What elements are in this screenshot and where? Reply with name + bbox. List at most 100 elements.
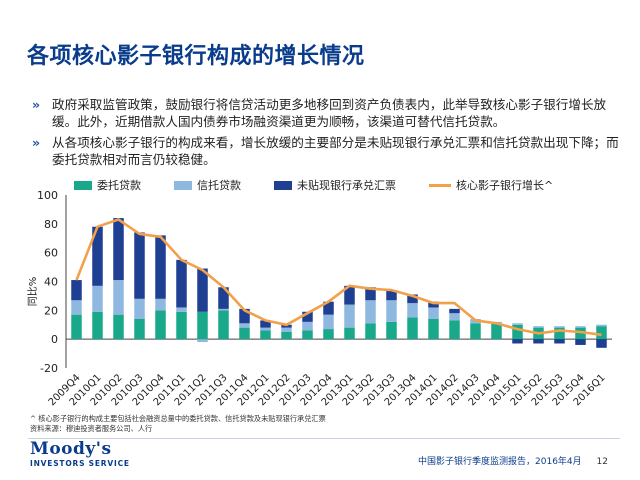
bar-segment-trust xyxy=(260,327,271,331)
footer: 中国影子银行季度监测报告，2016年4月 12 xyxy=(418,454,608,467)
bar-segment-trust xyxy=(449,313,460,321)
legend-swatch xyxy=(174,180,192,190)
bar-segment-bankers xyxy=(533,339,544,344)
bar-segment-trust xyxy=(428,307,439,319)
bar-segment-entrusted xyxy=(323,329,334,340)
y-tick-label: 20 xyxy=(44,304,58,317)
bar-segment-entrusted xyxy=(512,324,523,340)
bar-segment-bankers xyxy=(554,339,565,344)
bar-segment-entrusted xyxy=(218,310,229,340)
bar-segment-entrusted xyxy=(71,314,82,340)
bullet-text: 从各项核心影子银行的构成来看，增长放缓的主要部分是未贴现银行承兑汇票和信托贷款出… xyxy=(52,135,619,167)
bar-segment-bankers xyxy=(596,339,607,348)
y-tick-label: -20 xyxy=(40,362,58,375)
bar-segment-entrusted xyxy=(92,311,103,340)
bar-segment-trust xyxy=(113,280,124,315)
legend-label: 未贴现银行承兑汇票 xyxy=(297,179,396,192)
bar-segment-trust xyxy=(134,298,145,319)
bar-segment-bankers xyxy=(323,301,334,315)
bar-segment-bankers xyxy=(239,308,250,324)
footer-divider xyxy=(28,438,620,439)
bar-segment-trust xyxy=(323,314,334,330)
bar-segment-entrusted xyxy=(260,330,271,340)
bar-segment-trust xyxy=(554,326,565,328)
y-tick-label: 0 xyxy=(51,333,58,346)
bar-segment-bankers xyxy=(71,280,82,301)
bar-segment-bankers xyxy=(281,324,292,328)
bar-segment-bankers xyxy=(407,294,418,304)
footnote: ^ 核心影子银行的构成主要包括社会融资总量中的委托贷款、信托贷款及未贴现银行承兑… xyxy=(30,414,590,434)
legend-label: 委托贷款 xyxy=(97,179,141,192)
bar-segment-trust xyxy=(281,327,292,332)
legend-swatch xyxy=(429,183,451,187)
bar-segment-trust xyxy=(344,304,355,328)
bar-segment-entrusted xyxy=(575,327,586,340)
page-number: 12 xyxy=(596,457,608,467)
bar-segment-trust xyxy=(302,321,313,331)
bar-segment-bankers xyxy=(344,285,355,305)
bar-segment-bankers xyxy=(176,259,187,308)
bar-segment-bankers xyxy=(428,301,439,308)
bullet-marker: » xyxy=(32,97,41,112)
bar-segment-trust xyxy=(92,285,103,312)
bar-segment-trust xyxy=(71,300,82,315)
bar-segment-bankers xyxy=(218,287,229,309)
bar-segment-entrusted xyxy=(407,317,418,340)
bar-segment-entrusted xyxy=(134,318,145,340)
bar-segment-entrusted xyxy=(596,326,607,340)
legend-swatch xyxy=(274,180,292,190)
bar-segment-entrusted xyxy=(239,327,250,340)
bar-segment-trust xyxy=(176,307,187,312)
legend-label: 核心影子银行增长^ xyxy=(456,179,554,192)
bar-segment-trust xyxy=(407,303,418,318)
bar-segment-entrusted xyxy=(197,311,208,340)
bar-segment-trust xyxy=(218,308,229,311)
bar-segment-bankers xyxy=(365,287,376,301)
bar-segment-entrusted xyxy=(155,310,166,340)
bar-segment-entrusted xyxy=(470,323,481,340)
bar-segment-entrusted xyxy=(491,323,502,340)
bullet-item: » 从各项核心影子银行的构成来看，增长放缓的主要部分是未贴现银行承兑汇票和信托贷… xyxy=(30,134,630,168)
footnote-line: 资料来源：穆迪投资者服务公司、人行 xyxy=(30,424,153,433)
y-tick-label: 40 xyxy=(44,276,58,289)
y-tick-label: 100 xyxy=(37,190,58,202)
bar-segment-entrusted xyxy=(302,330,313,340)
bar-segment-entrusted xyxy=(365,323,376,340)
bar-segment-entrusted xyxy=(449,320,460,340)
bar-segment-entrusted xyxy=(281,331,292,340)
y-axis-title: 同比% xyxy=(27,277,39,307)
bullet-marker: » xyxy=(32,135,41,150)
bar-segment-bankers xyxy=(155,235,166,299)
stacked-bar-chart: -20020406080100同比%2009Q42010Q12010Q22010… xyxy=(27,190,612,408)
report-name: 中国影子银行季度监测报告，2016年4月 xyxy=(418,457,582,467)
bar-segment-trust xyxy=(365,300,376,324)
logo-subtitle: INVESTORS SERVICE xyxy=(30,459,130,468)
bar-segment-bankers xyxy=(512,339,523,344)
legend-swatch xyxy=(74,180,92,190)
moodys-logo: Moody's INVESTORS SERVICE xyxy=(30,441,130,468)
legend-item-entrusted: 委托贷款 xyxy=(74,177,141,193)
bar-segment-bankers xyxy=(197,268,208,312)
bullet-list: » 政府采取监管政策，鼓励银行将信贷活动更多地移回到资产负债表内，此举导致核心影… xyxy=(30,96,630,172)
bar-segment-entrusted xyxy=(428,318,439,340)
bar-segment-bankers xyxy=(575,339,586,345)
legend-item-bankers: 未贴现银行承兑汇票 xyxy=(274,177,396,193)
y-tick-label: 60 xyxy=(44,247,58,260)
bar-segment-bankers xyxy=(302,311,313,322)
legend-item-trust: 信托贷款 xyxy=(174,177,241,193)
y-tick-label: 80 xyxy=(44,218,58,231)
bar-segment-bankers xyxy=(260,320,271,328)
bar-segment-trust xyxy=(512,323,523,325)
bar-segment-trust xyxy=(575,326,586,328)
bar-segment-trust xyxy=(239,323,250,328)
bar-segment-trust xyxy=(386,300,397,322)
footnote-line: ^ 核心影子银行的构成主要包括社会融资总量中的委托贷款、信托贷款及未贴现银行承兑… xyxy=(30,414,326,423)
bar-segment-bankers xyxy=(449,308,460,314)
legend-item-growth: 核心影子银行增长^ xyxy=(429,177,553,193)
logo-brand: Moody's xyxy=(30,439,112,459)
chart-legend: 委托贷款 信托贷款 未贴现银行承兑汇票 核心影子银行增长^ xyxy=(74,177,594,193)
growth-line xyxy=(75,218,602,337)
page-title: 各项核心影子银行构成的增长情况 xyxy=(27,44,365,69)
bar-segment-entrusted xyxy=(386,321,397,340)
bar-segment-entrusted xyxy=(176,311,187,340)
